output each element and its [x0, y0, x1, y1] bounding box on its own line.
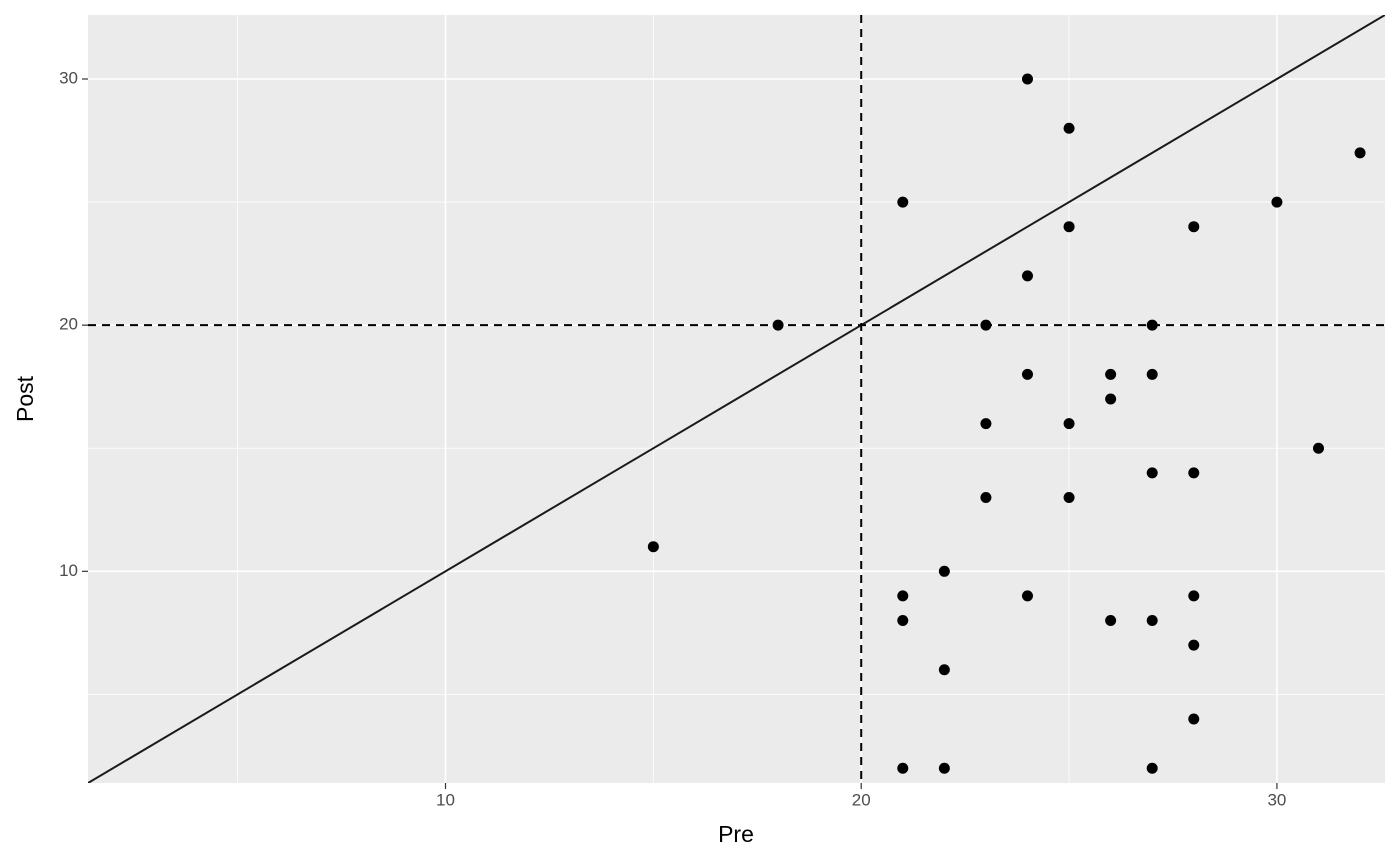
- x-tick-label: 30: [1267, 790, 1286, 809]
- point: [1021, 590, 1033, 602]
- point: [1063, 122, 1075, 134]
- point: [980, 491, 992, 503]
- point: [980, 319, 992, 331]
- point: [938, 565, 950, 577]
- x-axis-title: Pre: [718, 821, 754, 847]
- point: [938, 762, 950, 774]
- point: [1021, 73, 1033, 85]
- y-tick-label: 30: [59, 68, 78, 87]
- x-tick-label: 10: [436, 790, 455, 809]
- point: [1188, 590, 1200, 602]
- y-tick-label: 10: [59, 561, 78, 580]
- point: [1188, 221, 1200, 233]
- x-tick-label: 20: [852, 790, 871, 809]
- point: [897, 762, 909, 774]
- point: [897, 590, 909, 602]
- point: [1146, 368, 1158, 380]
- point: [1146, 467, 1158, 479]
- point: [1021, 368, 1033, 380]
- point: [1105, 368, 1117, 380]
- point: [1105, 615, 1117, 627]
- point: [1188, 467, 1200, 479]
- point: [1146, 319, 1158, 331]
- y-axis-title: Post: [12, 375, 38, 422]
- point: [1188, 713, 1200, 725]
- point: [1188, 639, 1200, 651]
- point: [1063, 418, 1075, 430]
- point: [772, 319, 784, 331]
- point: [1271, 196, 1283, 208]
- point: [1063, 221, 1075, 233]
- point: [1021, 270, 1033, 282]
- point: [897, 615, 909, 627]
- reference-line: [88, 15, 1385, 783]
- point: [1105, 393, 1117, 405]
- point: [1146, 615, 1158, 627]
- point: [897, 196, 909, 208]
- point: [980, 418, 992, 430]
- point: [1312, 442, 1324, 454]
- point: [1063, 491, 1075, 503]
- y-tick-label: 20: [59, 315, 78, 334]
- point: [647, 541, 659, 553]
- point: [938, 664, 950, 676]
- point: [1146, 762, 1158, 774]
- point: [1354, 147, 1366, 159]
